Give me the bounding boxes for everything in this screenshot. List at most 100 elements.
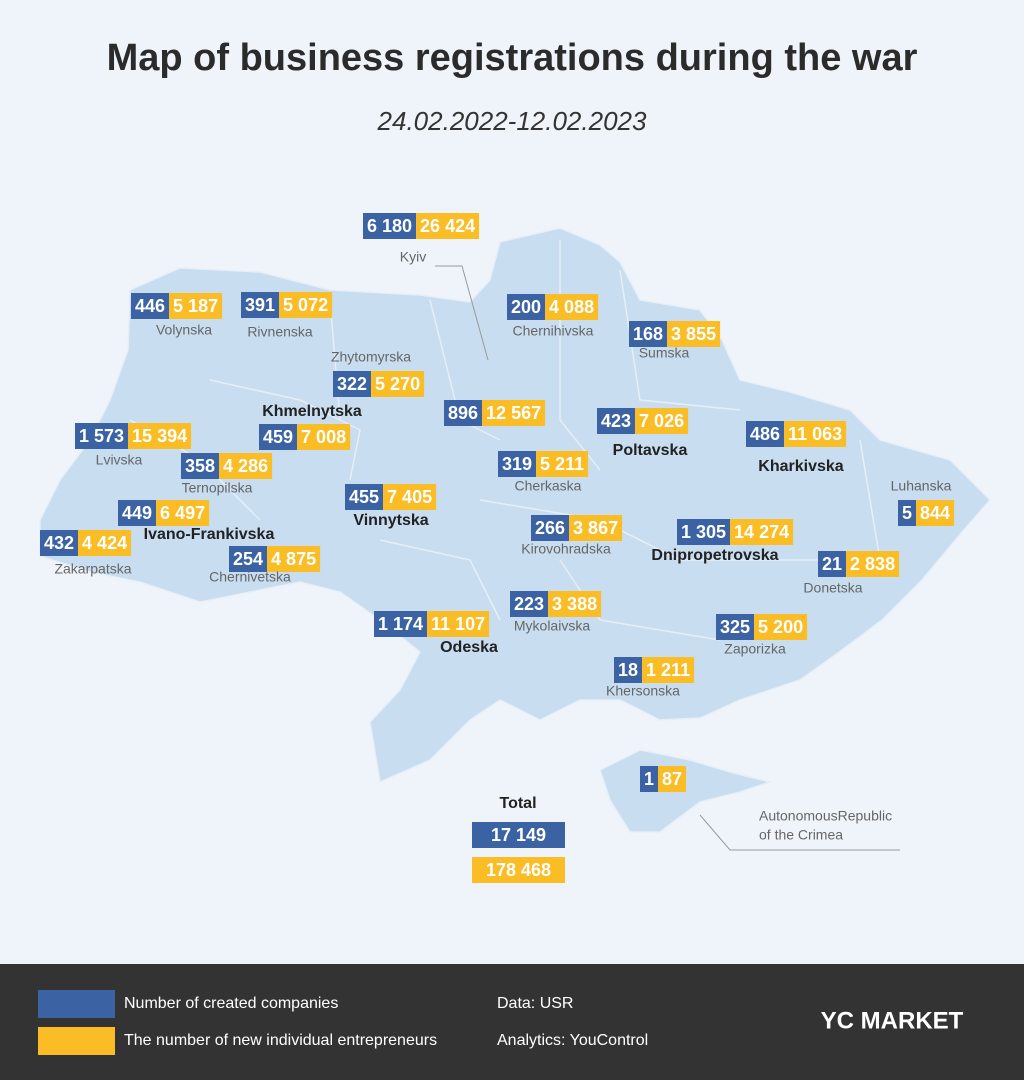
companies-box — [507, 294, 546, 320]
companies-box-label: 5 — [902, 503, 912, 523]
companies-box-label: 322 — [337, 374, 367, 394]
entrepreneurs-box — [156, 500, 210, 526]
companies-box — [640, 766, 659, 792]
companies-box-label: 391 — [245, 295, 275, 315]
companies-box — [131, 293, 170, 319]
entrepreneurs-box-label: 6 497 — [160, 503, 205, 523]
companies-box-label: 266 — [535, 518, 565, 538]
companies-box-label: 18 — [618, 660, 638, 680]
entrepreneurs-box — [569, 515, 623, 541]
companies-box-label: 1 573 — [79, 426, 124, 446]
total-companies-box-label: 17 149 — [491, 825, 546, 845]
entrepreneurs-box-label: 3 867 — [573, 518, 618, 538]
source: Data: USR — [497, 995, 573, 1012]
companies-box-label: 319 — [502, 454, 532, 474]
legend-swatch — [38, 1027, 115, 1055]
entrepreneurs-box-label: 11 063 — [788, 424, 842, 444]
entrepreneurs-box — [267, 546, 321, 572]
entrepreneurs-box — [416, 213, 480, 239]
legend-swatch — [38, 990, 115, 1018]
region-name: Ternopilska — [182, 480, 253, 496]
region-name: Donetska — [803, 580, 862, 596]
entrepreneurs-box-label: 7 008 — [301, 427, 346, 447]
companies-box — [345, 484, 384, 510]
region-name: Vinnytska — [353, 512, 428, 529]
region-name: Volynska — [156, 322, 212, 338]
legend-label: Number of created companies — [124, 995, 338, 1012]
title: Map of business registrations during the… — [107, 37, 918, 79]
entrepreneurs-box — [846, 551, 900, 577]
entrepreneurs-box — [427, 611, 490, 637]
entrepreneurs-box — [658, 766, 687, 792]
entrepreneurs-box-label: 3 388 — [552, 594, 597, 614]
entrepreneurs-box — [754, 614, 808, 640]
companies-box-label: 358 — [185, 456, 215, 476]
companies-box — [614, 657, 643, 683]
region-name: Zakarpatska — [54, 561, 131, 577]
entrepreneurs-box-label: 5 072 — [283, 295, 328, 315]
entrepreneurs-box — [548, 591, 602, 617]
companies-box-label: 1 305 — [681, 522, 726, 542]
entrepreneurs-box — [169, 293, 223, 319]
entrepreneurs-box — [482, 400, 546, 426]
entrepreneurs-box — [78, 530, 132, 556]
region-name: Kyiv — [400, 249, 426, 265]
region-name: Lvivska — [96, 452, 143, 468]
entrepreneurs-box — [635, 408, 689, 434]
total-entrepreneurs-box — [472, 857, 565, 883]
leader-line — [435, 265, 489, 361]
source: Analytics: YouControl — [497, 1032, 648, 1049]
entrepreneurs-box — [667, 321, 721, 347]
region-name: Odeska — [440, 639, 498, 656]
entrepreneurs-box-label: 4 286 — [223, 456, 268, 476]
companies-box — [498, 451, 537, 477]
companies-box — [241, 292, 280, 318]
region-name: Luhanska — [891, 478, 952, 494]
companies-box — [510, 591, 549, 617]
region-name: Khmelnytska — [262, 403, 362, 420]
companies-box — [259, 424, 298, 450]
companies-box — [118, 500, 157, 526]
region-name: Cherkaska — [515, 478, 582, 494]
companies-box-label: 325 — [720, 617, 750, 637]
subtitle: 24.02.2022-12.02.2023 — [377, 106, 647, 136]
region-name: Kirovohradska — [521, 541, 611, 557]
region-name: Zhytomyrska — [331, 349, 411, 365]
entrepreneurs-box-label: 4 424 — [82, 533, 127, 553]
companies-box-label: 486 — [750, 424, 780, 444]
companies-box-label: 1 — [644, 769, 654, 789]
region-name: Rivnenska — [247, 324, 313, 340]
total-title: Total — [499, 795, 536, 812]
companies-box-label: 446 — [135, 296, 165, 316]
entrepreneurs-box — [545, 294, 599, 320]
entrepreneurs-box-label: 14 274 — [734, 522, 789, 542]
entrepreneurs-box — [916, 500, 955, 526]
entrepreneurs-box-label: 5 200 — [758, 617, 803, 637]
entrepreneurs-box — [730, 519, 794, 545]
entrepreneurs-box-label: 3 855 — [671, 324, 716, 344]
region-name: Ivano-Frankivska — [144, 526, 275, 543]
companies-box — [629, 321, 668, 347]
entrepreneurs-box-label: 87 — [662, 769, 682, 789]
entrepreneurs-box-label: 4 875 — [271, 549, 316, 569]
companies-box — [898, 500, 917, 526]
entrepreneurs-box — [219, 453, 273, 479]
region-name: of the Crimea — [759, 827, 843, 843]
logo: YC MARKET — [821, 1007, 964, 1034]
region-name: Zaporizka — [724, 641, 786, 657]
companies-box-label: 223 — [514, 594, 544, 614]
region-name: Dnipropetrovska — [651, 547, 778, 564]
entrepreneurs-box — [128, 423, 192, 449]
companies-box-label: 459 — [263, 427, 293, 447]
entrepreneurs-box-label: 2 838 — [850, 554, 895, 574]
entrepreneurs-box-label: 4 088 — [549, 297, 594, 317]
entrepreneurs-box — [383, 484, 437, 510]
companies-box — [677, 519, 731, 545]
region-name: AutonomousRepublic — [759, 808, 892, 824]
entrepreneurs-box-label: 7 026 — [639, 411, 684, 431]
companies-box-label: 6 180 — [367, 216, 412, 236]
entrepreneurs-box — [279, 292, 333, 318]
leader-line — [699, 814, 900, 851]
